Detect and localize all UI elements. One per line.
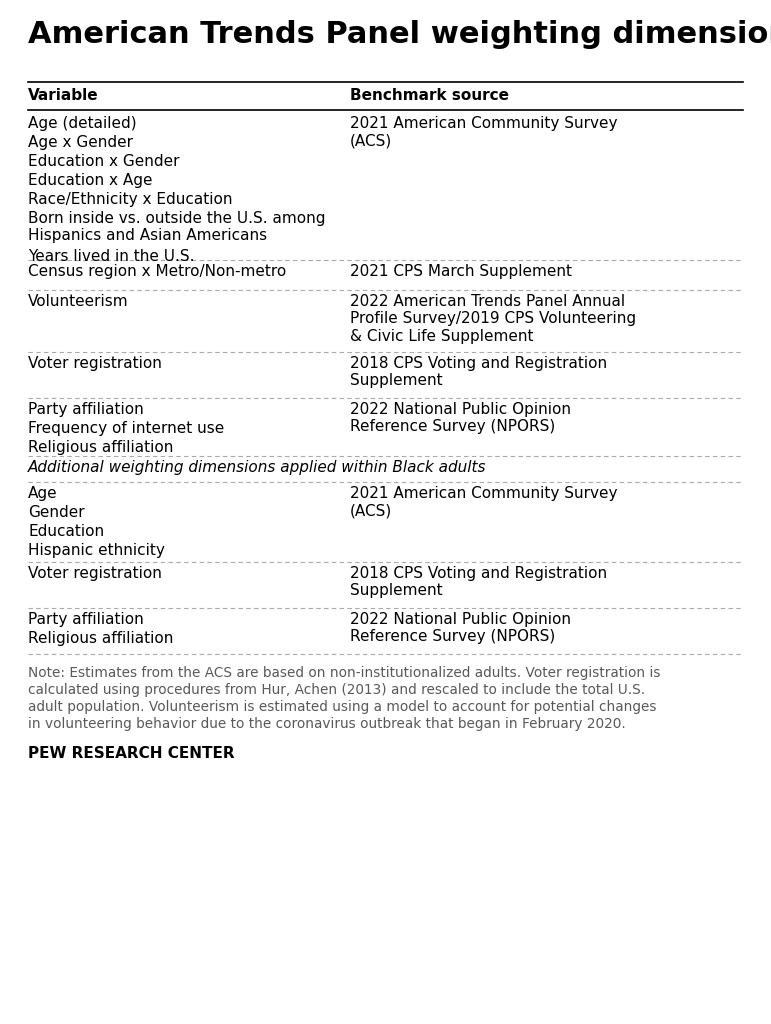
Text: 2018 CPS Voting and Registration
Supplement: 2018 CPS Voting and Registration Supplem…: [350, 356, 607, 388]
Text: Benchmark source: Benchmark source: [350, 88, 509, 103]
Text: Education x Age: Education x Age: [28, 173, 153, 188]
Text: Race/Ethnicity x Education: Race/Ethnicity x Education: [28, 193, 233, 207]
Text: Frequency of internet use: Frequency of internet use: [28, 421, 224, 436]
Text: Age (detailed): Age (detailed): [28, 116, 136, 131]
Text: American Trends Panel weighting dimensions: American Trends Panel weighting dimensio…: [28, 20, 771, 49]
Text: Religious affiliation: Religious affiliation: [28, 631, 173, 646]
Text: PEW RESEARCH CENTER: PEW RESEARCH CENTER: [28, 746, 234, 761]
Text: Note: Estimates from the ACS are based on non-institutionalized adults. Voter re: Note: Estimates from the ACS are based o…: [28, 666, 661, 680]
Text: Education: Education: [28, 524, 104, 539]
Text: Note: Estimates from the ACS are based on non-institutionalized adults. Voter re: Note: Estimates from the ACS are based o…: [28, 666, 756, 729]
Text: Born inside vs. outside the U.S. among
Hispanics and Asian Americans: Born inside vs. outside the U.S. among H…: [28, 211, 325, 244]
Text: Age x Gender: Age x Gender: [28, 135, 133, 150]
Text: Party affiliation: Party affiliation: [28, 402, 143, 417]
Text: Gender: Gender: [28, 505, 85, 520]
Text: Variable: Variable: [28, 88, 99, 103]
Text: 2022 National Public Opinion
Reference Survey (NPORS): 2022 National Public Opinion Reference S…: [350, 612, 571, 644]
Text: 2021 American Community Survey
(ACS): 2021 American Community Survey (ACS): [350, 116, 618, 148]
Text: Voter registration: Voter registration: [28, 356, 162, 371]
Text: 2018 CPS Voting and Registration
Supplement: 2018 CPS Voting and Registration Supplem…: [350, 566, 607, 598]
Text: 2021 CPS March Supplement: 2021 CPS March Supplement: [350, 264, 572, 279]
Text: in volunteering behavior due to the coronavirus outbreak that began in February : in volunteering behavior due to the coro…: [28, 717, 626, 731]
Text: Party affiliation: Party affiliation: [28, 612, 143, 627]
Text: Census region x Metro/Non-metro: Census region x Metro/Non-metro: [28, 264, 286, 279]
Text: Additional weighting dimensions applied within Black adults: Additional weighting dimensions applied …: [28, 460, 487, 475]
Text: Religious affiliation: Religious affiliation: [28, 440, 173, 455]
Text: Volunteerism: Volunteerism: [28, 294, 129, 309]
Text: 2022 American Trends Panel Annual
Profile Survey/2019 CPS Volunteering
& Civic L: 2022 American Trends Panel Annual Profil…: [350, 294, 636, 344]
Text: Years lived in the U.S.: Years lived in the U.S.: [28, 249, 194, 264]
Text: calculated using procedures from Hur, Achen (2013) and rescaled to include the t: calculated using procedures from Hur, Ac…: [28, 683, 645, 697]
Text: 2022 National Public Opinion
Reference Survey (NPORS): 2022 National Public Opinion Reference S…: [350, 402, 571, 434]
Text: Voter registration: Voter registration: [28, 566, 162, 581]
Text: Education x Gender: Education x Gender: [28, 154, 180, 169]
Text: Age: Age: [28, 486, 58, 501]
Text: 2021 American Community Survey
(ACS): 2021 American Community Survey (ACS): [350, 486, 618, 518]
Text: adult population. Volunteerism is estimated using a model to account for potenti: adult population. Volunteerism is estima…: [28, 700, 656, 714]
Text: Hispanic ethnicity: Hispanic ethnicity: [28, 543, 165, 558]
